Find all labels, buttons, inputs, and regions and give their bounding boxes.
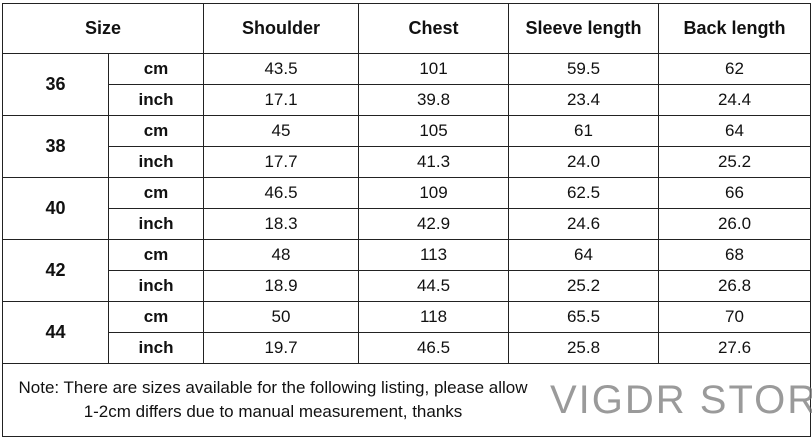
- store-watermark: VIGDR STORE: [550, 378, 812, 422]
- back-cell: 25.2: [658, 146, 811, 178]
- back-cell: 26.0: [658, 208, 811, 240]
- shoulder-cell: 19.7: [203, 332, 359, 364]
- sleeve-cell: 65.5: [508, 301, 659, 333]
- size-cell: 42: [2, 239, 109, 302]
- back-cell: 64: [658, 115, 811, 147]
- shoulder-cell: 18.3: [203, 208, 359, 240]
- header-chest: Chest: [358, 3, 509, 54]
- chest-cell: 44.5: [358, 270, 509, 302]
- back-cell: 24.4: [658, 84, 811, 116]
- sleeve-cell: 64: [508, 239, 659, 271]
- sleeve-cell: 61: [508, 115, 659, 147]
- table-row: inch 19.7 46.5 25.8 27.6: [3, 332, 811, 364]
- table-row: 36 cm 43.5 101 59.5 62: [2, 53, 811, 116]
- back-cell: 26.8: [658, 270, 811, 302]
- sleeve-cell: 24.6: [508, 208, 659, 240]
- shoulder-cell: 48: [203, 239, 359, 271]
- shoulder-cell: 17.1: [203, 84, 359, 116]
- chest-cell: 105: [358, 115, 509, 147]
- back-cell: 70: [658, 301, 811, 333]
- table-row: inch 18.3 42.9 24.6 26.0: [3, 208, 811, 240]
- unit-cell: inch: [108, 208, 204, 240]
- chest-cell: 118: [358, 301, 509, 333]
- size-cell: 38: [2, 115, 109, 178]
- table-row: 44 cm 50 118 65.5 70: [2, 301, 811, 364]
- table-row: inch 17.7 41.3 24.0 25.2: [3, 146, 811, 178]
- chest-cell: 113: [358, 239, 509, 271]
- shoulder-cell: 17.7: [203, 146, 359, 178]
- note-wrap: Note: There are sizes available for the …: [13, 376, 812, 424]
- chest-cell: 46.5: [358, 332, 509, 364]
- unit-cell: cm: [108, 177, 204, 209]
- sleeve-cell: 23.4: [508, 84, 659, 116]
- size-cell: 40: [2, 177, 109, 240]
- chest-cell: 41.3: [358, 146, 509, 178]
- header-back-length: Back length: [658, 3, 811, 54]
- unit-cell: cm: [108, 301, 204, 333]
- header-row: Size Shoulder Chest Sleeve length Back l…: [2, 3, 811, 54]
- back-cell: 62: [658, 53, 811, 85]
- unit-cell: inch: [108, 270, 204, 302]
- note-text: Note: There are sizes available for the …: [18, 378, 528, 421]
- sleeve-cell: 59.5: [508, 53, 659, 85]
- size-cell: 36: [2, 53, 109, 116]
- unit-cell: cm: [108, 53, 204, 85]
- table-row: 42 cm 48 113 64 68: [2, 239, 811, 302]
- header-sleeve-length: Sleeve length: [508, 3, 659, 54]
- unit-cell: inch: [108, 84, 204, 116]
- chest-cell: 109: [358, 177, 509, 209]
- unit-cell: cm: [108, 239, 204, 271]
- size-cell: 44: [2, 301, 109, 364]
- back-cell: 27.6: [658, 332, 811, 364]
- size-chart-table: Size Shoulder Chest Sleeve length Back l…: [2, 3, 812, 437]
- note-row: Note: There are sizes available for the …: [2, 363, 812, 437]
- shoulder-cell: 43.5: [203, 53, 359, 85]
- unit-cell: inch: [108, 332, 204, 364]
- header-size: Size: [2, 3, 204, 54]
- sleeve-cell: 24.0: [508, 146, 659, 178]
- chest-cell: 39.8: [358, 84, 509, 116]
- table-row: 40 cm 46.5 109 62.5 66: [2, 177, 811, 240]
- unit-cell: inch: [108, 146, 204, 178]
- unit-cell: cm: [108, 115, 204, 147]
- shoulder-cell: 18.9: [203, 270, 359, 302]
- chest-cell: 101: [358, 53, 509, 85]
- shoulder-cell: 45: [203, 115, 359, 147]
- shoulder-cell: 50: [203, 301, 359, 333]
- chest-cell: 42.9: [358, 208, 509, 240]
- back-cell: 66: [658, 177, 811, 209]
- sleeve-cell: 25.2: [508, 270, 659, 302]
- shoulder-cell: 46.5: [203, 177, 359, 209]
- table-row: inch 18.9 44.5 25.2 26.8: [3, 270, 811, 302]
- table-row: 38 cm 45 105 61 64: [2, 115, 811, 178]
- header-shoulder: Shoulder: [203, 3, 359, 54]
- sleeve-cell: 25.8: [508, 332, 659, 364]
- table-row: inch 17.1 39.8 23.4 24.4: [3, 84, 811, 116]
- note-cell: Note: There are sizes available for the …: [2, 363, 812, 437]
- sleeve-cell: 62.5: [508, 177, 659, 209]
- back-cell: 68: [658, 239, 811, 271]
